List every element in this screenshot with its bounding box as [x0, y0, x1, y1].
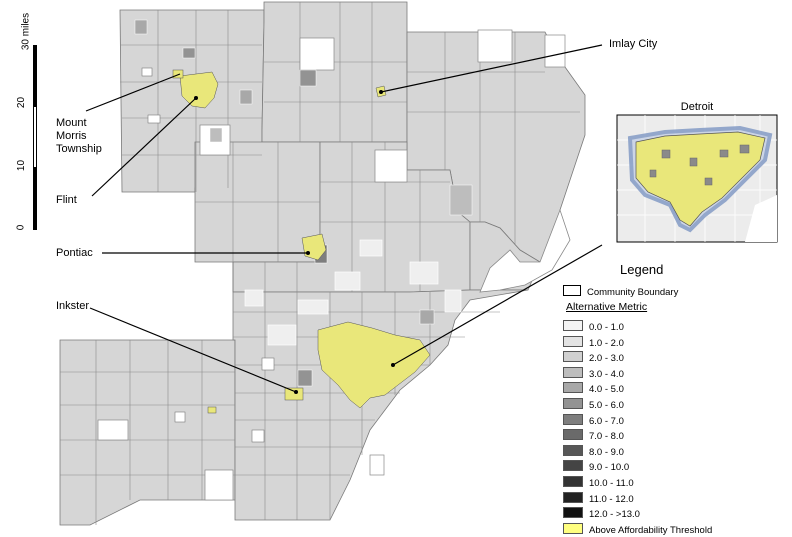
pontiac-label: Pontiac: [56, 247, 93, 259]
legend-class-row: 1.0 - 2.0: [563, 335, 624, 349]
detroit-inset: [616, 114, 778, 243]
legend-class-row: 11.0 - 12.0: [563, 491, 634, 505]
callout-ends: [194, 90, 395, 394]
legend-label: 8.0 - 9.0: [589, 446, 624, 458]
mount-morris-highlight: [172, 69, 184, 79]
legend-swatch: [563, 476, 583, 487]
tract-texture: [97, 29, 566, 501]
legend-swatch: [563, 507, 583, 519]
legend-label: 6.0 - 7.0: [589, 415, 624, 427]
flint-highlight: [179, 71, 219, 109]
legend-class-row: 8.0 - 9.0: [563, 444, 624, 458]
legend-label: 10.0 - 11.0: [589, 478, 634, 489]
township-patches: [141, 67, 275, 443]
scale-tick-10: 10: [16, 159, 28, 172]
legend-swatch: [563, 398, 583, 409]
legend-swatch: [563, 491, 583, 503]
legend-swatch: [563, 335, 583, 347]
threshold-highlights: [172, 69, 431, 414]
legend-label: 12.0 - >13.0: [589, 509, 640, 521]
legend-class-row: 2.0 - 3.0: [563, 351, 624, 365]
legend-swatch: [563, 460, 583, 472]
scale-unit-label: 30 miles: [20, 12, 32, 51]
flint-label: Flint: [56, 194, 77, 206]
legend-class-row: 3.0 - 4.0: [563, 366, 624, 380]
legend-metric-title: Alternative Metric: [566, 301, 648, 313]
legend-swatch: [563, 320, 583, 331]
legend-class-row: 12.0 - >13.0: [563, 507, 640, 521]
legend-class-row: 0.0 - 1.0: [563, 320, 624, 333]
detroit-highlight: [317, 321, 431, 409]
legend-class-row: 7.0 - 8.0: [563, 429, 624, 443]
legend-swatch: [563, 413, 583, 425]
legend-label: 3.0 - 4.0: [589, 368, 624, 380]
legend-community-boundary: Community Boundary: [563, 285, 678, 298]
scale-bar: [33, 45, 37, 230]
detroit-inset-title: Detroit: [680, 101, 714, 113]
community-boundary-swatch: [563, 285, 581, 296]
mount-morris-label: Mount Morris Township: [56, 117, 102, 155]
legend-label: 5.0 - 6.0: [589, 400, 624, 411]
legend-swatch: [563, 444, 583, 456]
legend-swatch: [563, 522, 583, 534]
inkster-highlight: [284, 387, 304, 401]
legend-class-row: 5.0 - 6.0: [563, 398, 624, 411]
scale-tick-0: 0: [15, 224, 27, 231]
legend-label: Above Affordability Threshold: [589, 524, 713, 536]
legend-label: 2.0 - 3.0: [589, 353, 624, 365]
legend-label: 1.0 - 2.0: [589, 337, 624, 349]
legend-class-row: 9.0 - 10.0: [563, 460, 630, 474]
legend-swatch: [563, 351, 583, 363]
legend-swatch: [563, 429, 583, 441]
legend-label: 11.0 - 12.0: [589, 493, 634, 505]
legend-title: Legend: [620, 262, 664, 277]
legend-label: 4.0 - 5.0: [589, 384, 624, 396]
legend-label: 9.0 - 10.0: [589, 462, 630, 474]
legend-label: 7.0 - 8.0: [589, 431, 624, 443]
imlay-city-label: Imlay City: [609, 38, 658, 50]
inkster-label: Inkster: [56, 300, 90, 312]
legend-swatch: [563, 382, 583, 394]
legend-class-row: 6.0 - 7.0: [563, 413, 624, 427]
lake-st-clair: [479, 208, 571, 293]
legend-swatch: [563, 366, 583, 378]
scale-tick-20: 20: [16, 96, 28, 109]
callout-lines: [85, 44, 603, 393]
lapeer-county: [261, 1, 408, 143]
legend-label: 0.0 - 1.0: [589, 322, 624, 333]
legend-class-row: 10.0 - 11.0: [563, 476, 634, 489]
legend-class-row: 4.0 - 5.0: [563, 382, 624, 396]
